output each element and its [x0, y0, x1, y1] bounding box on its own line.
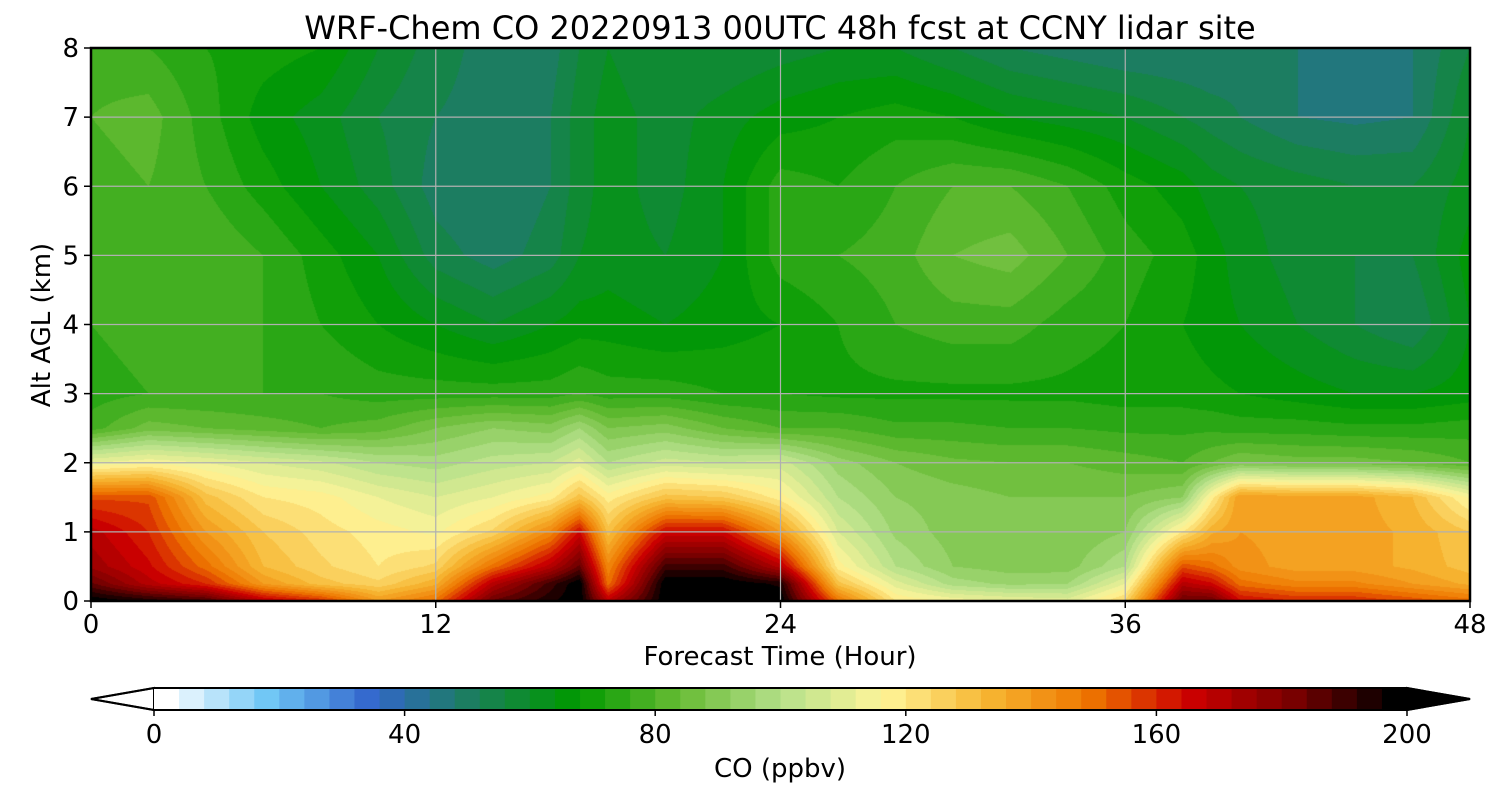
- chart-title: WRF-Chem CO 20220913 00UTC 48h fcst at C…: [304, 9, 1255, 47]
- colorbar-level: [705, 688, 731, 710]
- y-tick-label: 6: [62, 172, 79, 202]
- colorbar-label: CO (ppbv): [714, 754, 846, 784]
- colorbar-level: [1331, 688, 1358, 710]
- colorbar-tick-label: 40: [388, 720, 421, 750]
- colorbar-level: [1106, 688, 1132, 710]
- colorbar-tick-label: 0: [146, 720, 163, 750]
- colorbar-level: [529, 688, 556, 710]
- colorbar-level: [279, 688, 305, 710]
- colorbar-level: [830, 688, 857, 710]
- colorbar-level: [204, 688, 230, 710]
- x-axis-ticks: 0 12 24 36 48: [83, 601, 1487, 640]
- colorbar-level: [404, 688, 431, 710]
- colorbar-level: [229, 688, 255, 710]
- colorbar-level: [1381, 688, 1407, 710]
- colorbar-level: [730, 688, 757, 710]
- x-tick-label: 12: [419, 610, 452, 640]
- colorbar-level: [329, 688, 356, 710]
- y-tick-label: 8: [62, 34, 79, 64]
- x-tick-label: 48: [1453, 610, 1486, 640]
- colorbar-tick-label: 200: [1382, 720, 1432, 750]
- colorbar-level: [930, 688, 957, 710]
- x-tick-label: 36: [1109, 610, 1142, 640]
- colorbar-level: [429, 688, 456, 710]
- colorbar-level: [1006, 688, 1032, 710]
- colorbar-level: [680, 688, 706, 710]
- colorbar-level: [304, 688, 331, 710]
- colorbar-tick-label: 160: [1132, 720, 1182, 750]
- colorbar-level: [179, 688, 205, 710]
- colorbar-level: [479, 688, 506, 710]
- y-tick-label: 2: [62, 449, 79, 479]
- colorbar-level: [955, 688, 982, 710]
- x-tick-label: 0: [83, 610, 100, 640]
- y-axis-ticks: 0 1 2 3 4 5 6 7 8: [62, 34, 91, 617]
- colorbar-level: [1181, 688, 1208, 710]
- colorbar-level: [905, 688, 932, 710]
- colorbar-level: [554, 688, 581, 710]
- colorbar-level: [454, 688, 481, 710]
- colorbar-level: [1081, 688, 1107, 710]
- x-tick-label: 24: [764, 610, 797, 640]
- colorbar-ticks: 0 40 80 120 160 200: [146, 710, 1432, 750]
- y-tick-label: 0: [62, 587, 79, 617]
- y-tick-label: 1: [62, 518, 79, 548]
- y-tick-label: 4: [62, 311, 79, 341]
- colorbar-level: [1131, 688, 1157, 710]
- colorbar-level: [254, 688, 280, 710]
- colorbar-level: [1031, 688, 1057, 710]
- colorbar-level: [1231, 688, 1258, 710]
- colorbar-level: [504, 688, 531, 710]
- colorbar-level: [1256, 688, 1283, 710]
- colorbar-level: [805, 688, 832, 710]
- colorbar-tick-label: 120: [881, 720, 931, 750]
- colorbar: 0 40 80 120 160 200 CO (ppbv): [90, 686, 1471, 784]
- colorbar-level: [1156, 688, 1183, 710]
- colorbar-level: [630, 688, 656, 710]
- colorbar-level: [1281, 688, 1308, 710]
- x-axis-label: Forecast Time (Hour): [643, 642, 916, 672]
- colorbar-min-extension: [90, 686, 155, 712]
- y-tick-label: 7: [62, 103, 79, 133]
- y-tick-label: 5: [62, 241, 79, 271]
- y-tick-label: 3: [62, 380, 79, 410]
- colorbar-level: [880, 688, 907, 710]
- colorbar-level: [655, 688, 681, 710]
- y-axis-label: Alt AGL (km): [27, 243, 57, 407]
- colorbar-level: [1056, 688, 1082, 710]
- colorbar-level: [980, 688, 1007, 710]
- colorbar-level: [780, 688, 807, 710]
- colorbar-tick-label: 80: [639, 720, 672, 750]
- colorbar-level: [379, 688, 406, 710]
- colorbar-level: [1206, 688, 1233, 710]
- colorbar-level: [855, 688, 882, 710]
- colorbar-max-extension: [1406, 686, 1471, 712]
- colorbar-level: [580, 688, 606, 710]
- colorbar-level: [354, 688, 381, 710]
- colorbar-level: [605, 688, 631, 710]
- colorbar-level: [154, 688, 180, 710]
- colorbar-level: [1356, 688, 1383, 710]
- colorbar-level: [1306, 688, 1333, 710]
- colorbar-level: [755, 688, 782, 710]
